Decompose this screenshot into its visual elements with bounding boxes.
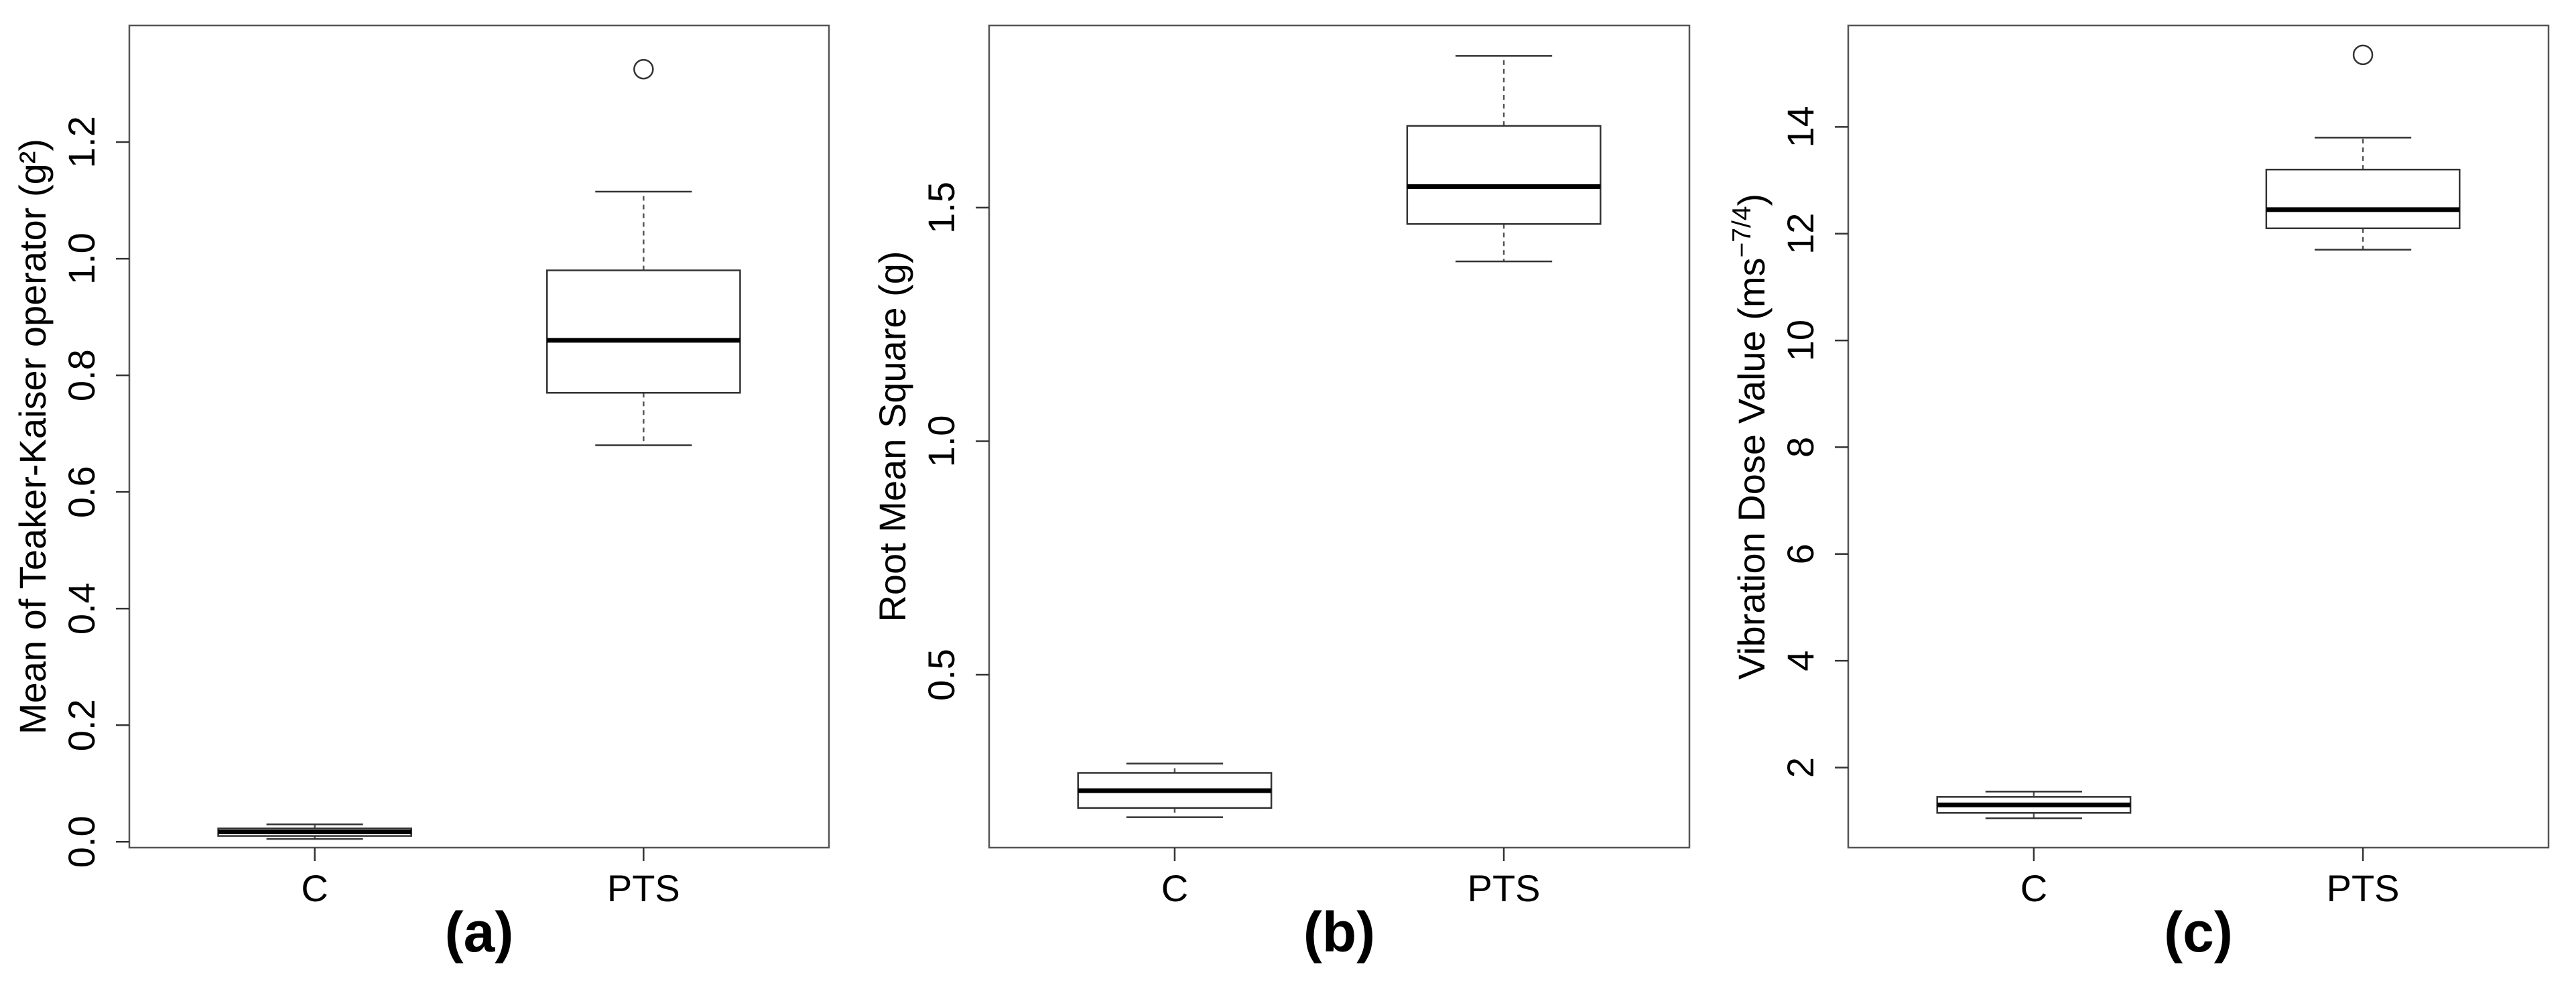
y-tick-label: 8 [1779,437,1821,458]
box-pts [1406,55,1602,263]
y-tick-label: 0.0 [60,815,103,868]
y-tick-label: 4 [1779,651,1821,671]
iqr-box [1406,125,1602,225]
box-pts [2265,44,2461,251]
x-category-label: C [1161,867,1188,909]
x-category-label: C [301,867,328,909]
y-tick-label: 1.0 [920,415,962,468]
y-tick-label: 0.6 [60,466,103,518]
plot-frame [988,24,1691,849]
iqr-box [2265,168,2461,230]
x-category-label: PTS [2327,867,2400,909]
y-tick-label: 1.0 [60,233,103,285]
panel-c: 2 4 6 8 10 12 14 Vibration Dose Value (ms−7/4) C… [1728,24,2550,964]
y-tick-label: 10 [1779,320,1821,361]
y-tick-label: 6 [1779,543,1821,564]
box-c [1936,791,2132,819]
outlier-point [2352,44,2374,66]
y-axis-title: Vibration Dose Value (ms−7/4) [1728,194,1773,679]
plot-frame [1847,24,2550,849]
y-tick-label: 1.5 [920,182,962,234]
outlier-point [633,59,654,80]
x-category-label: PTS [1468,867,1541,909]
panel-label: (b) [1303,901,1375,964]
y-tick-label: 0.8 [60,349,103,401]
x-category-label: PTS [607,867,680,909]
x-category-label: C [2020,867,2047,909]
y-tick-label: 1.2 [60,116,103,168]
y-axis-title: Root Mean Square (g) [871,251,913,622]
panel-label: (c) [2164,901,2233,964]
y-axis-title-superscript: −7/4 [1728,206,1756,257]
box-c [217,823,412,840]
y-tick-label: 0.5 [920,649,962,701]
y-tick-label: 14 [1779,106,1821,147]
y-tick-label: 0.2 [60,699,103,751]
y-tick-label: 12 [1779,213,1821,255]
y-axis-title: Mean of Teaker-Kaiser operator (g²) [11,139,54,734]
box-c [1077,763,1273,818]
box-pts [546,59,741,446]
plot-frame [128,24,830,849]
y-tick-label: 2 [1779,757,1821,778]
y-tick-label: 0.4 [60,582,103,635]
panel-label: (a) [445,901,514,964]
iqr-box [546,269,741,394]
